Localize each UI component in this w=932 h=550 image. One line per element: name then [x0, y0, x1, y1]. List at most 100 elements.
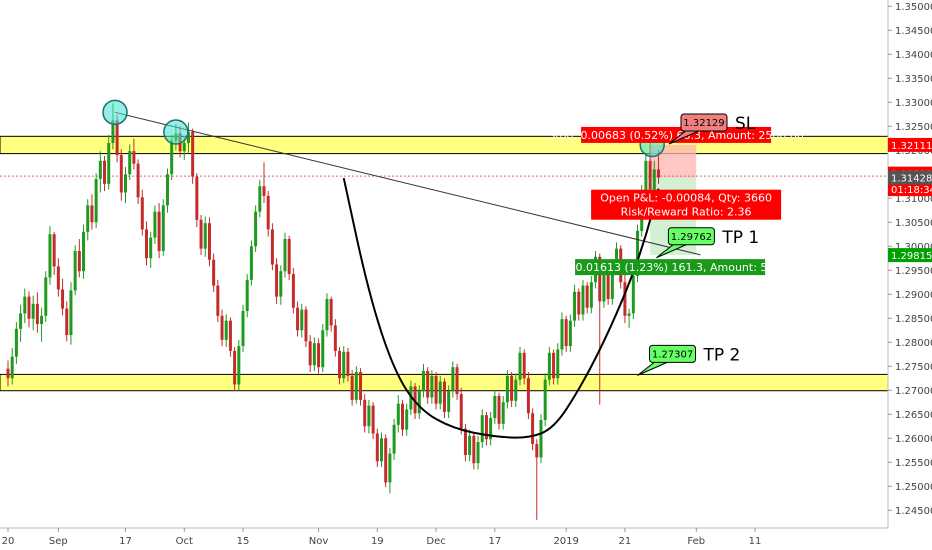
callout-sl[interactable]: 1.32129 SL: [668, 113, 756, 145]
candle-body: [451, 367, 455, 392]
candle-body: [363, 399, 367, 427]
candle-body: [107, 143, 111, 184]
candle-body: [463, 428, 467, 456]
candle-body: [170, 140, 174, 175]
candle-body: [69, 290, 73, 336]
price-tick-label: 1.33500: [895, 74, 932, 85]
candle-body: [656, 169, 660, 178]
candle-body: [556, 349, 560, 379]
price-tick-label: 1.32500: [895, 122, 932, 133]
candle-body: [23, 296, 27, 314]
candle-body: [581, 285, 585, 315]
candle-body: [598, 256, 602, 302]
candle-body: [140, 197, 144, 230]
candle-body: [342, 351, 346, 379]
candle-body: [392, 424, 396, 454]
candle-body: [602, 272, 606, 302]
candle-body: [304, 309, 308, 342]
axis-price-tag-text: 1.29815: [891, 251, 932, 262]
candle-body: [434, 375, 438, 404]
price-tick-label: 1.35000: [895, 2, 932, 13]
price-tick-label: 1.28000: [895, 338, 932, 349]
candle-body: [144, 229, 148, 259]
candle-body: [224, 320, 228, 340]
price-tick-label: 1.34000: [895, 50, 932, 61]
candle-body: [606, 272, 610, 300]
price-tick-label: 1.27000: [895, 386, 932, 397]
rr-label: Risk/Reward Ratio: 2.36: [591, 203, 782, 220]
callout-tp1[interactable]: 1.29762 TP 1: [656, 227, 759, 259]
time-tick-label: 17: [488, 536, 501, 547]
candle-body: [325, 299, 329, 331]
candle-body: [82, 231, 86, 272]
candle-body: [505, 375, 509, 403]
candle-body: [153, 211, 157, 238]
candle-body: [73, 251, 77, 291]
callout-box: [667, 227, 715, 246]
candles-layer: [6, 103, 660, 520]
candle-body: [514, 379, 518, 401]
candle-body: [493, 396, 497, 419]
target-label-text: Target: 0.01613 (1.23%) 161.3, Amount: 5…: [533, 261, 806, 274]
candle-body: [585, 285, 589, 308]
callout-box: [649, 344, 697, 363]
candle-body: [627, 313, 631, 316]
price-tick-label: 1.27500: [895, 362, 932, 373]
axis-price-tag: 1.29815: [888, 248, 932, 263]
candle-body: [447, 391, 451, 412]
candle-body: [14, 328, 18, 357]
candle-body: [98, 160, 102, 180]
candle-body: [262, 186, 266, 196]
axis-price-tag-bg: [888, 182, 932, 197]
top-marker-circle[interactable]: [102, 99, 128, 126]
pnl-label: Open P&L: -0.00084, Qty: 3660: [591, 189, 782, 206]
candle-body: [623, 282, 627, 316]
axis-price-tag-bg: [888, 137, 932, 152]
candle-body: [212, 259, 216, 286]
candle-body: [484, 415, 488, 440]
time-axis[interactable]: 20 Sep 17 Oct 15 Nov 19 Dec 17 2019 21 Feb 11: [0, 527, 932, 550]
candle-body: [510, 375, 514, 401]
candle-body: [497, 396, 501, 424]
candle-body: [543, 379, 547, 420]
callout-value: 1.27307: [652, 349, 693, 360]
candle-body: [149, 237, 153, 259]
candle-body: [254, 211, 258, 247]
candle-body: [417, 391, 421, 414]
callout-tp2[interactable]: 1.27307 TP 2: [637, 344, 741, 376]
candle-body: [300, 309, 304, 331]
candle-body: [648, 160, 652, 190]
candle-body: [241, 311, 245, 347]
price-tick-label: 1.31000: [895, 194, 932, 205]
candle-body: [182, 143, 186, 152]
time-tick-label: 21: [619, 536, 632, 547]
top-marker-circle[interactable]: [163, 119, 189, 145]
candle-body: [27, 296, 31, 319]
time-tick-label: Oct: [176, 536, 193, 547]
candle-body: [283, 239, 287, 272]
candle-body: [329, 299, 333, 326]
candle-body: [270, 229, 274, 265]
candle-body: [409, 386, 413, 410]
pnl-label-text: Open P&L: -0.00084, Qty: 3660: [600, 192, 772, 205]
candle-body: [103, 160, 107, 184]
candle-body: [380, 438, 384, 462]
time-axis-bg: [0, 528, 932, 550]
target-label: Target: 0.01613 (1.23%) 161.3, Amount: 5…: [533, 259, 806, 276]
candle-body: [245, 279, 249, 312]
price-tick-label: 1.28500: [895, 314, 932, 325]
candle-body: [413, 386, 417, 414]
candle-body: [388, 453, 392, 483]
candle-body: [317, 343, 321, 368]
candle-body: [258, 186, 262, 212]
callout-value: 1.29762: [671, 232, 712, 243]
candle-body: [56, 266, 60, 290]
time-tick-label: 19: [371, 536, 384, 547]
time-tick-label: 2019: [553, 536, 578, 547]
candle-body: [61, 289, 65, 309]
trendline[interactable]: [114, 111, 701, 256]
price-axis[interactable]: 1.35000 1.34500 1.34000 1.33500 1.33000 1.325…: [887, 0, 932, 550]
callouts-layer[interactable]: 1.32129 SL 1.29762 TP 1 1.27307 TP 2: [637, 113, 760, 376]
candle-body: [430, 375, 434, 398]
